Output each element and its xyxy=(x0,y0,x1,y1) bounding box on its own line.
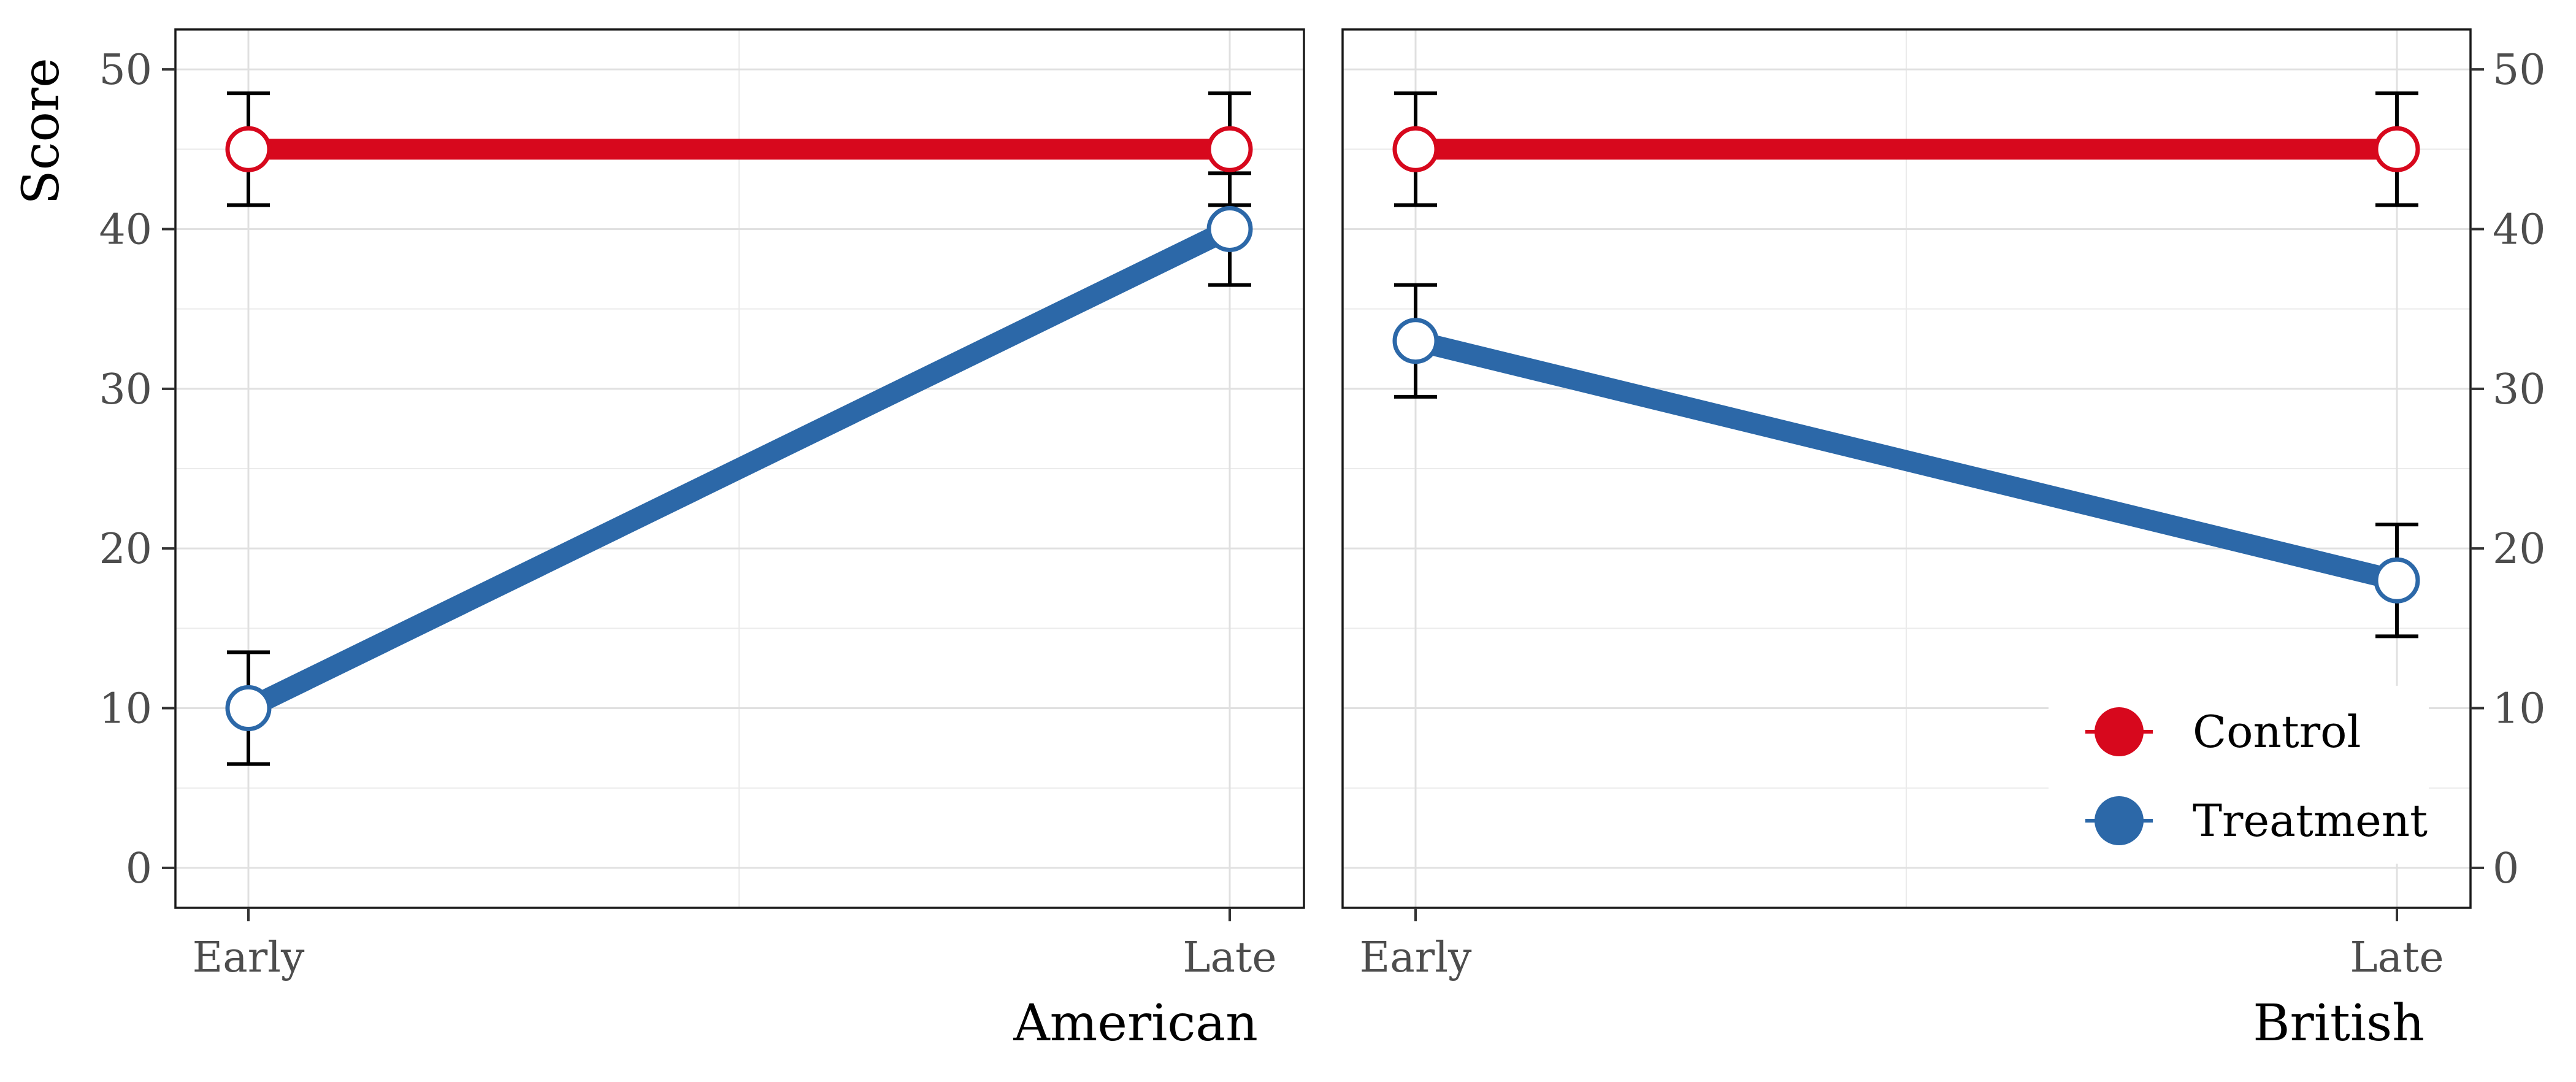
legend-label: Control xyxy=(2193,706,2361,758)
panel-american: Early Late American 0 10 20 30 40 50 xyxy=(99,28,1305,1053)
x-tick-label: Late xyxy=(1183,934,1276,982)
series-line-treatment xyxy=(243,220,1235,718)
series-line-treatment xyxy=(1413,331,2400,591)
y-tick-label: 20 xyxy=(2493,525,2546,574)
legend-item-treatment: Treatment xyxy=(2085,795,2428,846)
legend: Control Treatment xyxy=(2049,686,2429,864)
data-point xyxy=(1206,126,1253,172)
legend-label: Treatment xyxy=(2193,795,2428,846)
panel-border xyxy=(174,28,1305,909)
data-point xyxy=(1392,126,1439,172)
data-point xyxy=(225,126,272,172)
y-tick-label: 10 xyxy=(2493,685,2546,734)
data-point xyxy=(225,685,272,732)
x-tick-label: Early xyxy=(193,934,305,982)
x-axis-title: British xyxy=(2253,994,2425,1053)
y-tick-label: 0 xyxy=(126,845,152,893)
x-tick-label: Late xyxy=(2350,934,2444,982)
y-tick-label: 10 xyxy=(99,685,152,734)
legend-key-marker xyxy=(2095,796,2144,845)
panel-british: Early Late British 0 10 20 30 40 50 xyxy=(1341,28,2546,1053)
y-tick-label: 50 xyxy=(2493,46,2546,94)
y-tick-label: 50 xyxy=(99,46,152,94)
legend-key-marker xyxy=(2095,707,2144,756)
y-tick-label: 30 xyxy=(2493,366,2546,414)
data-point xyxy=(2374,557,2420,604)
y-tick-label: 20 xyxy=(99,525,152,574)
x-axis-title: American xyxy=(1013,994,1258,1053)
data-point xyxy=(1392,318,1439,364)
panel-border xyxy=(1341,28,2472,909)
legend-item-control: Control xyxy=(2085,706,2361,758)
y-tick-label: 30 xyxy=(99,366,152,414)
y-tick-label: 40 xyxy=(2493,205,2546,254)
data-point xyxy=(2374,126,2420,172)
x-tick-label: Early xyxy=(1360,934,1472,982)
y-tick-label: 0 xyxy=(2493,845,2519,893)
y-tick-label: 40 xyxy=(99,205,152,254)
data-point xyxy=(1206,205,1253,252)
y-axis-title: Score xyxy=(12,58,71,204)
